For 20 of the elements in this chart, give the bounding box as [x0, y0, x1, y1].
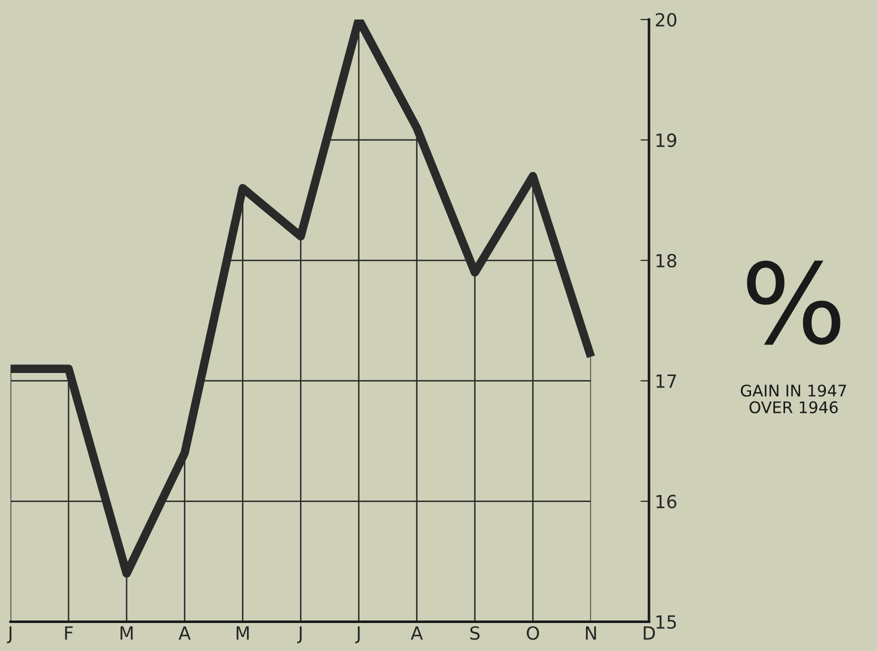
- y-tick-label: 18: [656, 254, 676, 268]
- x-tick-label: M: [236, 626, 249, 640]
- x-tick-label: N: [586, 626, 596, 640]
- x-tick-label: J: [355, 626, 360, 644]
- y-axis-title: %: [747, 260, 840, 345]
- y-tick-label: 16: [656, 494, 676, 508]
- y-tick-label: 17: [656, 374, 676, 388]
- x-tick-label: M: [120, 626, 133, 640]
- x-tick-label: J: [297, 626, 302, 644]
- y-tick-label: 20: [656, 12, 676, 27]
- x-tick-label: F: [65, 626, 73, 640]
- x-tick-label: A: [178, 626, 191, 640]
- y-tick-label: 15: [656, 615, 676, 629]
- x-tick-label: S: [470, 626, 480, 640]
- x-tick-label: O: [526, 626, 539, 640]
- x-tick-label: A: [410, 626, 423, 640]
- x-tick-label: J: [6, 626, 12, 644]
- x-tick-label: D: [644, 626, 655, 640]
- y-tick-label: 19: [656, 133, 676, 148]
- text: GAIN IN 1947 OVER 1946: [740, 384, 846, 414]
